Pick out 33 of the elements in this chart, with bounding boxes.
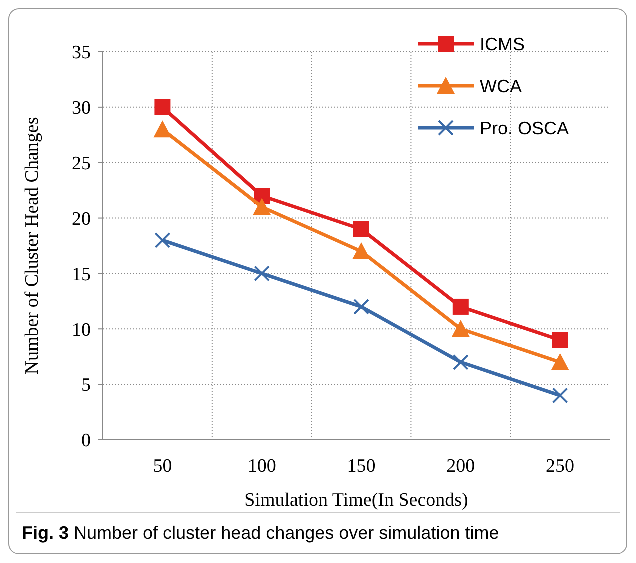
y-axis-title: Number of Cluster Head Changes <box>22 117 43 375</box>
legend-label: WCA <box>480 76 522 96</box>
point <box>352 242 370 260</box>
point <box>154 99 171 116</box>
point <box>452 320 470 338</box>
y-tick-label: 5 <box>82 375 91 396</box>
y-tick-label: 20 <box>72 208 91 230</box>
y-tick-label: 0 <box>82 430 91 452</box>
x-tick-label: 50 <box>153 456 172 477</box>
x-tick-label: 150 <box>347 456 376 477</box>
point <box>154 120 172 138</box>
caption: Fig. 3 Number of cluster head changes over simulation time <box>22 523 500 543</box>
point <box>254 266 270 282</box>
x-tick-label: 200 <box>446 456 476 477</box>
y-tick-label: 25 <box>72 154 91 175</box>
x-tick-label: 100 <box>248 456 276 477</box>
legend-label: ICMS <box>480 34 525 54</box>
x-tick-label: 250 <box>546 456 575 477</box>
y-tick-label: 35 <box>72 42 91 64</box>
point <box>154 232 171 248</box>
point <box>552 388 568 404</box>
point <box>552 332 568 348</box>
point <box>354 221 370 238</box>
point <box>354 298 370 315</box>
legend-label: Pro. OSCA <box>480 118 570 138</box>
y-tick-label: 15 <box>72 264 91 286</box>
point <box>452 298 469 315</box>
point <box>551 353 570 370</box>
y-tick-label: 10 <box>72 320 91 341</box>
point <box>253 198 272 216</box>
point <box>452 354 469 370</box>
y-tick-label: 30 <box>72 98 91 120</box>
x-axis-title: Simulation Time(In Seconds) <box>244 490 468 511</box>
